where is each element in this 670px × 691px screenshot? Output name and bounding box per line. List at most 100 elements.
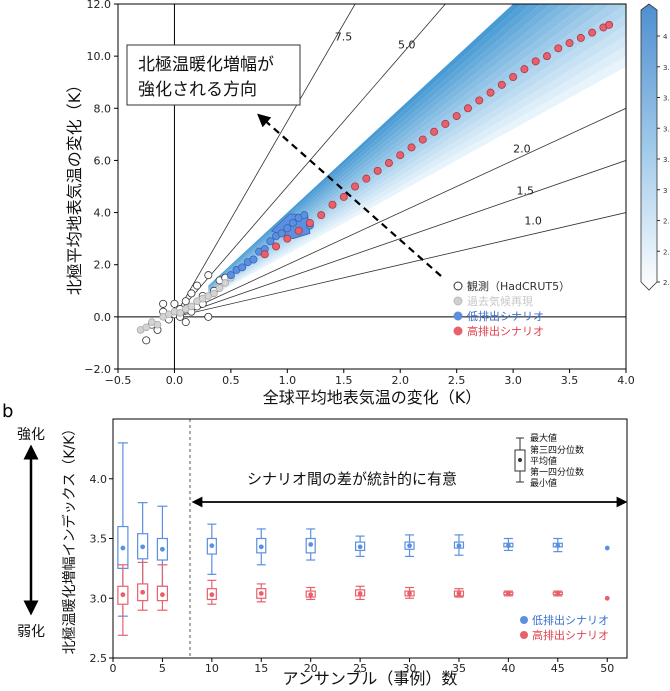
y-tick-label: −2.0 bbox=[84, 363, 111, 376]
box-mean bbox=[604, 545, 610, 551]
box-mean bbox=[160, 592, 165, 598]
box-mean bbox=[555, 543, 561, 549]
point-series-0 bbox=[181, 318, 190, 327]
x-tick-label-b: 0 bbox=[110, 662, 117, 675]
x-tick-label-b: 45 bbox=[551, 662, 565, 675]
x-tick-label: 1.0 bbox=[279, 374, 297, 387]
x-tick-label: 0.5 bbox=[222, 374, 240, 387]
point-series-3 bbox=[475, 96, 484, 105]
colorbar: 4 3.8 3.6 3.4 3.2 3 2.8 2.6 2.4 bbox=[640, 3, 670, 291]
point-series-3 bbox=[339, 192, 348, 201]
key-min: 最小値 bbox=[530, 477, 557, 489]
point-series-3 bbox=[272, 242, 281, 251]
x-tick-label: 3.5 bbox=[561, 374, 579, 387]
point-series-1 bbox=[187, 302, 196, 311]
box-mean bbox=[120, 592, 126, 598]
y-tick-label: 10.0 bbox=[87, 50, 112, 63]
x-tick-label: 3.0 bbox=[504, 374, 522, 387]
x-tick-label-b: 25 bbox=[353, 662, 367, 675]
y-tick-label: 8.0 bbox=[94, 102, 112, 115]
point-series-3 bbox=[328, 200, 337, 209]
point-series-0 bbox=[181, 297, 190, 306]
box-mean bbox=[407, 543, 412, 549]
point-series-0 bbox=[142, 336, 151, 345]
reference-line-2.0 bbox=[174, 107, 626, 318]
key-q3: 第三四分位数 bbox=[530, 444, 584, 456]
box-mean bbox=[308, 542, 314, 547]
legend-marker-b bbox=[520, 631, 528, 639]
y-tick-label: 12.0 bbox=[87, 0, 112, 11]
point-series-3 bbox=[509, 73, 518, 82]
point-series-2 bbox=[238, 263, 247, 272]
point-series-1 bbox=[210, 289, 218, 298]
point-series-3 bbox=[542, 52, 551, 61]
points-a bbox=[136, 20, 614, 345]
box-mean bbox=[456, 543, 462, 549]
box-mean bbox=[357, 591, 363, 596]
point-series-3 bbox=[554, 44, 563, 53]
point-series-2 bbox=[266, 237, 275, 246]
weaken-label: 弱化 bbox=[17, 624, 45, 640]
point-series-2 bbox=[277, 229, 286, 238]
significance-text-bg bbox=[232, 466, 472, 490]
y-tick-label: 2.0 bbox=[94, 259, 112, 272]
colorbar-bar bbox=[640, 3, 658, 291]
box-mean bbox=[258, 544, 264, 550]
colorbar-tick-label: 4 bbox=[663, 33, 668, 41]
point-series-1 bbox=[142, 323, 151, 332]
legend-label-a: 低排出シナリオ bbox=[467, 309, 544, 323]
strengthen-label: 強化 bbox=[17, 427, 45, 443]
point-series-0 bbox=[187, 289, 196, 298]
panel-b-label: b bbox=[2, 401, 13, 422]
x-axis-label-b: アンサンブル（事例）数 bbox=[283, 669, 458, 688]
box-mean bbox=[308, 592, 314, 598]
y-axis-label-b: 北極温暖化増幅インデックス（K/K） bbox=[61, 422, 78, 655]
box-mean bbox=[140, 589, 146, 595]
wedge-band bbox=[208, 56, 626, 299]
point-series-1 bbox=[221, 279, 230, 287]
direction-arrow bbox=[257, 113, 442, 277]
point-series-3 bbox=[373, 166, 382, 175]
point-series-0 bbox=[204, 312, 213, 321]
x-tick-label: −0.5 bbox=[105, 374, 132, 387]
key-mean-dot bbox=[518, 458, 522, 462]
point-series-3 bbox=[576, 33, 585, 42]
panel-a: 7.5 5.0 2.0 1.5 1.0 北極温暖化増幅が 強化される方向 −0.5 0.0… bbox=[65, 0, 670, 407]
x-tick-label-b: 10 bbox=[205, 662, 219, 675]
box-mean bbox=[209, 592, 215, 598]
x-tick-label-b: 50 bbox=[600, 662, 614, 675]
y-tick-label-b: 3.0 bbox=[90, 592, 108, 605]
colorbar-tick-label: 3.6 bbox=[663, 95, 670, 103]
point-series-3 bbox=[351, 182, 360, 191]
y-tick-label: 6.0 bbox=[94, 154, 112, 167]
point-series-2 bbox=[283, 224, 292, 233]
ticks-a: −0.5 0.0 0.5 1.0 1.5 2.0 2.5 3.0 3.5 4.0 −2.0 0.0 2.… bbox=[84, 0, 634, 387]
x-tick-label-b: 35 bbox=[452, 662, 466, 675]
annotation-frame bbox=[126, 44, 301, 106]
point-series-3 bbox=[605, 20, 614, 29]
box-mean bbox=[604, 595, 610, 601]
point-series-3 bbox=[384, 159, 393, 168]
reference-line-label: 2.0 bbox=[513, 143, 531, 156]
box-mean bbox=[357, 544, 363, 550]
legend-marker-a bbox=[453, 326, 463, 336]
box-mean bbox=[120, 545, 126, 551]
wedge-band bbox=[208, 35, 626, 297]
y-tick-label: 0.0 bbox=[94, 311, 112, 324]
colorbar-tick-label: 2.6 bbox=[663, 248, 670, 256]
point-series-3 bbox=[407, 143, 416, 152]
legend-marker-a bbox=[453, 296, 463, 306]
significance-text: シナリオ間の差が統計的に有意 bbox=[247, 470, 457, 488]
x-tick-label-b: 5 bbox=[159, 662, 166, 675]
x-tick-label-b: 40 bbox=[501, 662, 515, 675]
point-series-3 bbox=[418, 135, 427, 144]
point-series-0 bbox=[170, 299, 179, 308]
point-series-0 bbox=[159, 299, 168, 308]
x-axis-label-a: 全球平均地表気温の変化（K） bbox=[263, 388, 482, 407]
point-series-3 bbox=[588, 28, 597, 37]
point-series-3 bbox=[463, 104, 472, 113]
reference-line-label: 7.5 bbox=[335, 31, 353, 44]
point-series-1 bbox=[215, 284, 224, 292]
point-series-3 bbox=[497, 80, 506, 89]
legend-label-a: 高排出シナリオ bbox=[467, 324, 544, 338]
